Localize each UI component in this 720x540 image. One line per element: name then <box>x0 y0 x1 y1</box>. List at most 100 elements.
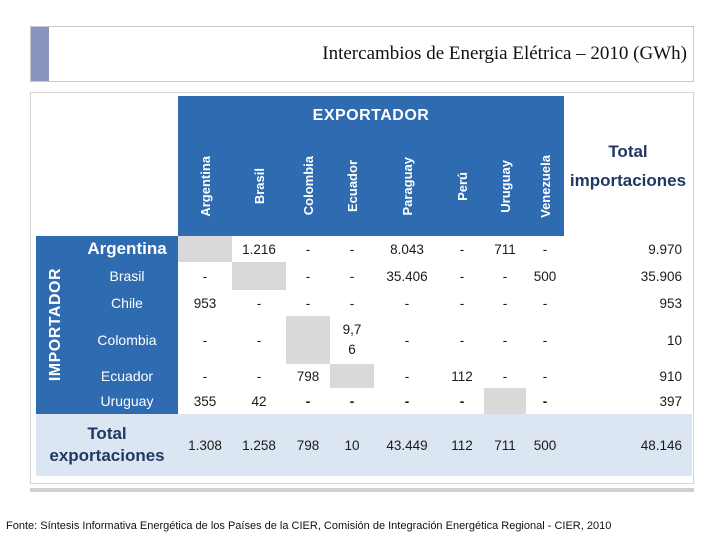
table-cell: - <box>542 368 548 384</box>
column-header-perú: Perú <box>440 136 484 236</box>
column-label: Paraguay <box>399 156 415 216</box>
table-cell: - <box>305 241 311 257</box>
table-cell: - <box>459 241 465 257</box>
table-cell: - <box>459 268 465 284</box>
column-total: 1.258 <box>242 437 276 453</box>
table-cell: - <box>305 393 311 409</box>
table-cell: - <box>404 393 410 409</box>
table-cell: - <box>349 393 355 409</box>
table-cell: - <box>459 332 465 348</box>
energy-exchange-table: EXPORTADOR Argentina Brasil Colombia Ecuador… <box>36 96 692 476</box>
table-cell: - <box>502 332 508 348</box>
table-cell: - <box>404 332 410 348</box>
table-cell: - <box>256 368 262 384</box>
column-label: Ecuador <box>344 159 360 212</box>
title-accent-bar <box>31 27 49 81</box>
total-imports-label: Total <box>608 142 648 161</box>
column-label: Perú <box>454 171 470 201</box>
source-note: Fonte: Síntesis Informativa Energética d… <box>6 520 612 532</box>
table-cell: - <box>542 393 548 409</box>
table-cell: 9,7 6 <box>330 316 374 364</box>
table-cell: 112 <box>451 368 473 384</box>
table-cell: - <box>459 295 465 311</box>
table-cell: 500 <box>533 268 557 284</box>
table-cell: - <box>305 295 311 311</box>
row-total: 910 <box>659 368 682 384</box>
row-total: 35.906 <box>640 268 682 284</box>
table-cell <box>484 388 526 414</box>
table-cell: - <box>202 332 208 348</box>
table-cell: - <box>542 332 548 348</box>
table-cell: 355 <box>193 393 217 409</box>
table-cell: - <box>349 268 355 284</box>
row-header-colombia: Colombia <box>76 316 178 364</box>
table-cell <box>330 364 374 388</box>
table-cell: - <box>542 295 548 311</box>
column-total: 43.449 <box>386 437 428 453</box>
importer-label: IMPORTADOR <box>47 268 64 382</box>
total-exports-label: Total exportaciones <box>36 414 178 476</box>
column-header-brasil: Brasil <box>232 136 286 236</box>
column-total: 1.308 <box>188 437 222 453</box>
total-imports-header: Total importaciones <box>564 96 692 236</box>
column-total: 112 <box>451 437 473 453</box>
table-cell: - <box>502 295 508 311</box>
importer-side-header: IMPORTADOR <box>36 236 76 414</box>
table-cell: - <box>502 368 508 384</box>
table-cell: - <box>202 368 208 384</box>
table-cell: 8.043 <box>390 241 424 257</box>
table-cell: - <box>202 268 208 284</box>
column-header-uruguay: Uruguay <box>484 136 526 236</box>
table-cell: - <box>256 332 262 348</box>
totals-row-band <box>36 414 692 476</box>
cell-value: 9,7 <box>342 322 362 337</box>
table-cell <box>232 262 286 290</box>
table-cell: - <box>404 368 410 384</box>
exporter-header: EXPORTADOR <box>178 96 564 136</box>
column-label: Brasil <box>251 167 267 205</box>
total-exports-text: exportaciones <box>49 446 165 465</box>
table-cell: 798 <box>296 368 320 384</box>
table-cell <box>286 316 330 364</box>
column-label: Uruguay <box>497 159 513 213</box>
table-cell: - <box>305 268 311 284</box>
column-label: Argentina <box>197 155 213 217</box>
table-cell: - <box>349 241 355 257</box>
column-header-venezuela: Venezuela <box>526 136 564 236</box>
table-cell: - <box>542 241 548 257</box>
column-label: Venezuela <box>537 154 553 218</box>
cell-value: 6 <box>348 342 356 357</box>
row-header-argentina: Argentina <box>76 236 178 262</box>
row-header-chile: Chile <box>76 290 178 316</box>
table-cell: 35.406 <box>386 268 428 284</box>
column-total: 798 <box>296 437 320 453</box>
column-header-ecuador: Ecuador <box>330 136 374 236</box>
column-total: 711 <box>494 437 516 453</box>
column-header-argentina: Argentina <box>178 136 232 236</box>
column-header-colombia: Colombia <box>286 136 330 236</box>
table-cell: 1.216 <box>242 241 276 257</box>
row-header-brasil: Brasil <box>76 262 178 290</box>
row-total: 10 <box>666 332 682 348</box>
page-title: Intercambios de Energia Elétrica – 2010 … <box>322 43 687 64</box>
table-cell: - <box>459 393 465 409</box>
row-total: 953 <box>659 295 682 311</box>
row-header-ecuador: Ecuador <box>76 364 178 388</box>
frame-bottom-rule <box>30 488 694 492</box>
total-imports-label: importaciones <box>569 171 687 190</box>
table-cell: - <box>256 295 262 311</box>
grand-total: 48.146 <box>640 437 682 453</box>
title-bar: Intercambios de Energia Elétrica – 2010 … <box>30 26 694 82</box>
table-cell: 42 <box>251 393 267 409</box>
table-cell <box>178 236 232 262</box>
column-label: Colombia <box>300 156 316 216</box>
column-total: 500 <box>533 437 557 453</box>
table-cell: - <box>404 295 410 311</box>
table-cell: 953 <box>193 295 217 311</box>
column-header-paraguay: Paraguay <box>374 136 440 236</box>
row-total: 9.970 <box>648 241 682 257</box>
table-cell: 711 <box>494 241 516 257</box>
row-total: 397 <box>659 393 682 409</box>
table-cell: - <box>349 295 355 311</box>
row-header-uruguay: Uruguay <box>76 388 178 414</box>
